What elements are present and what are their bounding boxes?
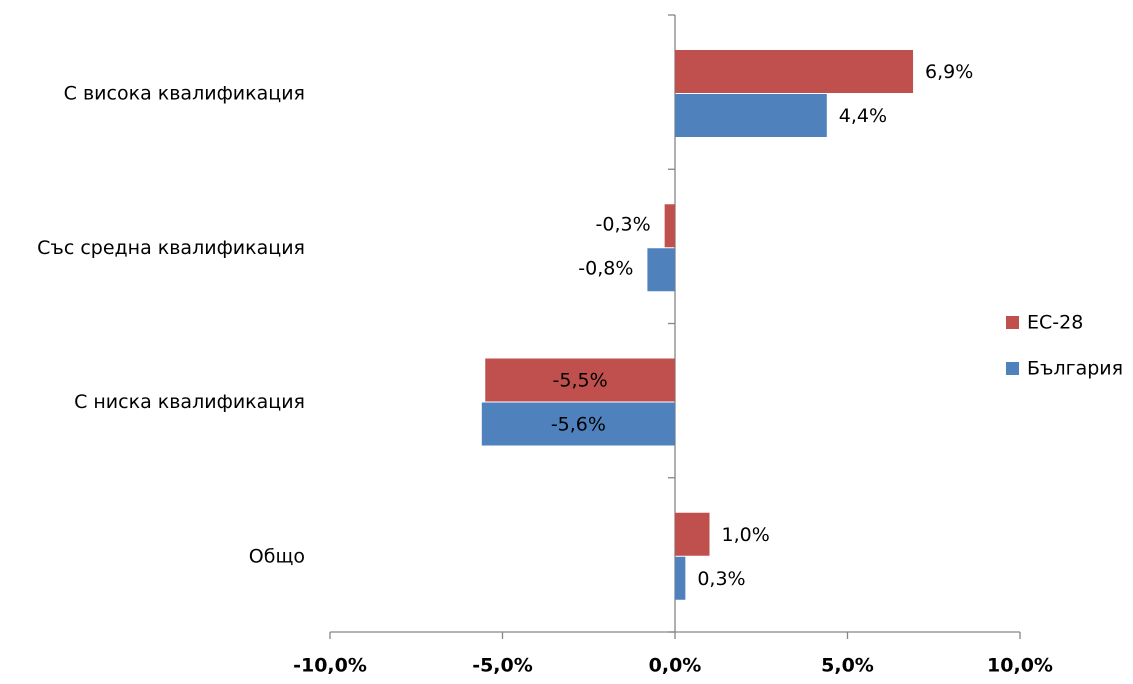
data-label: -0,8% [578, 257, 633, 279]
bar [675, 94, 827, 137]
bar [647, 248, 675, 292]
bar [481, 402, 675, 446]
x-tick-label: -10,0% [293, 655, 367, 677]
legend-swatch [1006, 362, 1019, 375]
x-tick-label: 0,0% [649, 655, 702, 677]
data-label: 4,4% [839, 105, 887, 127]
x-tick-label: 5,0% [821, 655, 874, 677]
bar [485, 358, 675, 402]
data-label: -0,3% [596, 213, 651, 235]
y-tick-label: Със средна квалификация [37, 237, 305, 259]
bar [664, 204, 675, 248]
data-label: 6,9% [925, 61, 973, 83]
data-label: 1,0% [722, 524, 770, 546]
x-tick-label: -5,0% [472, 655, 533, 677]
legend-swatch [1006, 316, 1019, 329]
bar [675, 50, 914, 93]
bar [675, 512, 710, 556]
data-label: -5,5% [553, 370, 608, 392]
data-label: 0,3% [697, 568, 745, 590]
x-tick-label: 10,0% [987, 655, 1053, 677]
y-tick-label: Общо [249, 545, 305, 567]
legend-label: България [1027, 358, 1123, 380]
data-label: -5,6% [551, 414, 606, 436]
legend-label: ЕС-28 [1027, 312, 1083, 334]
y-tick-label: С ниска квалификация [74, 391, 305, 413]
bar [675, 556, 686, 600]
y-tick-label: С висока квалификация [64, 83, 305, 105]
